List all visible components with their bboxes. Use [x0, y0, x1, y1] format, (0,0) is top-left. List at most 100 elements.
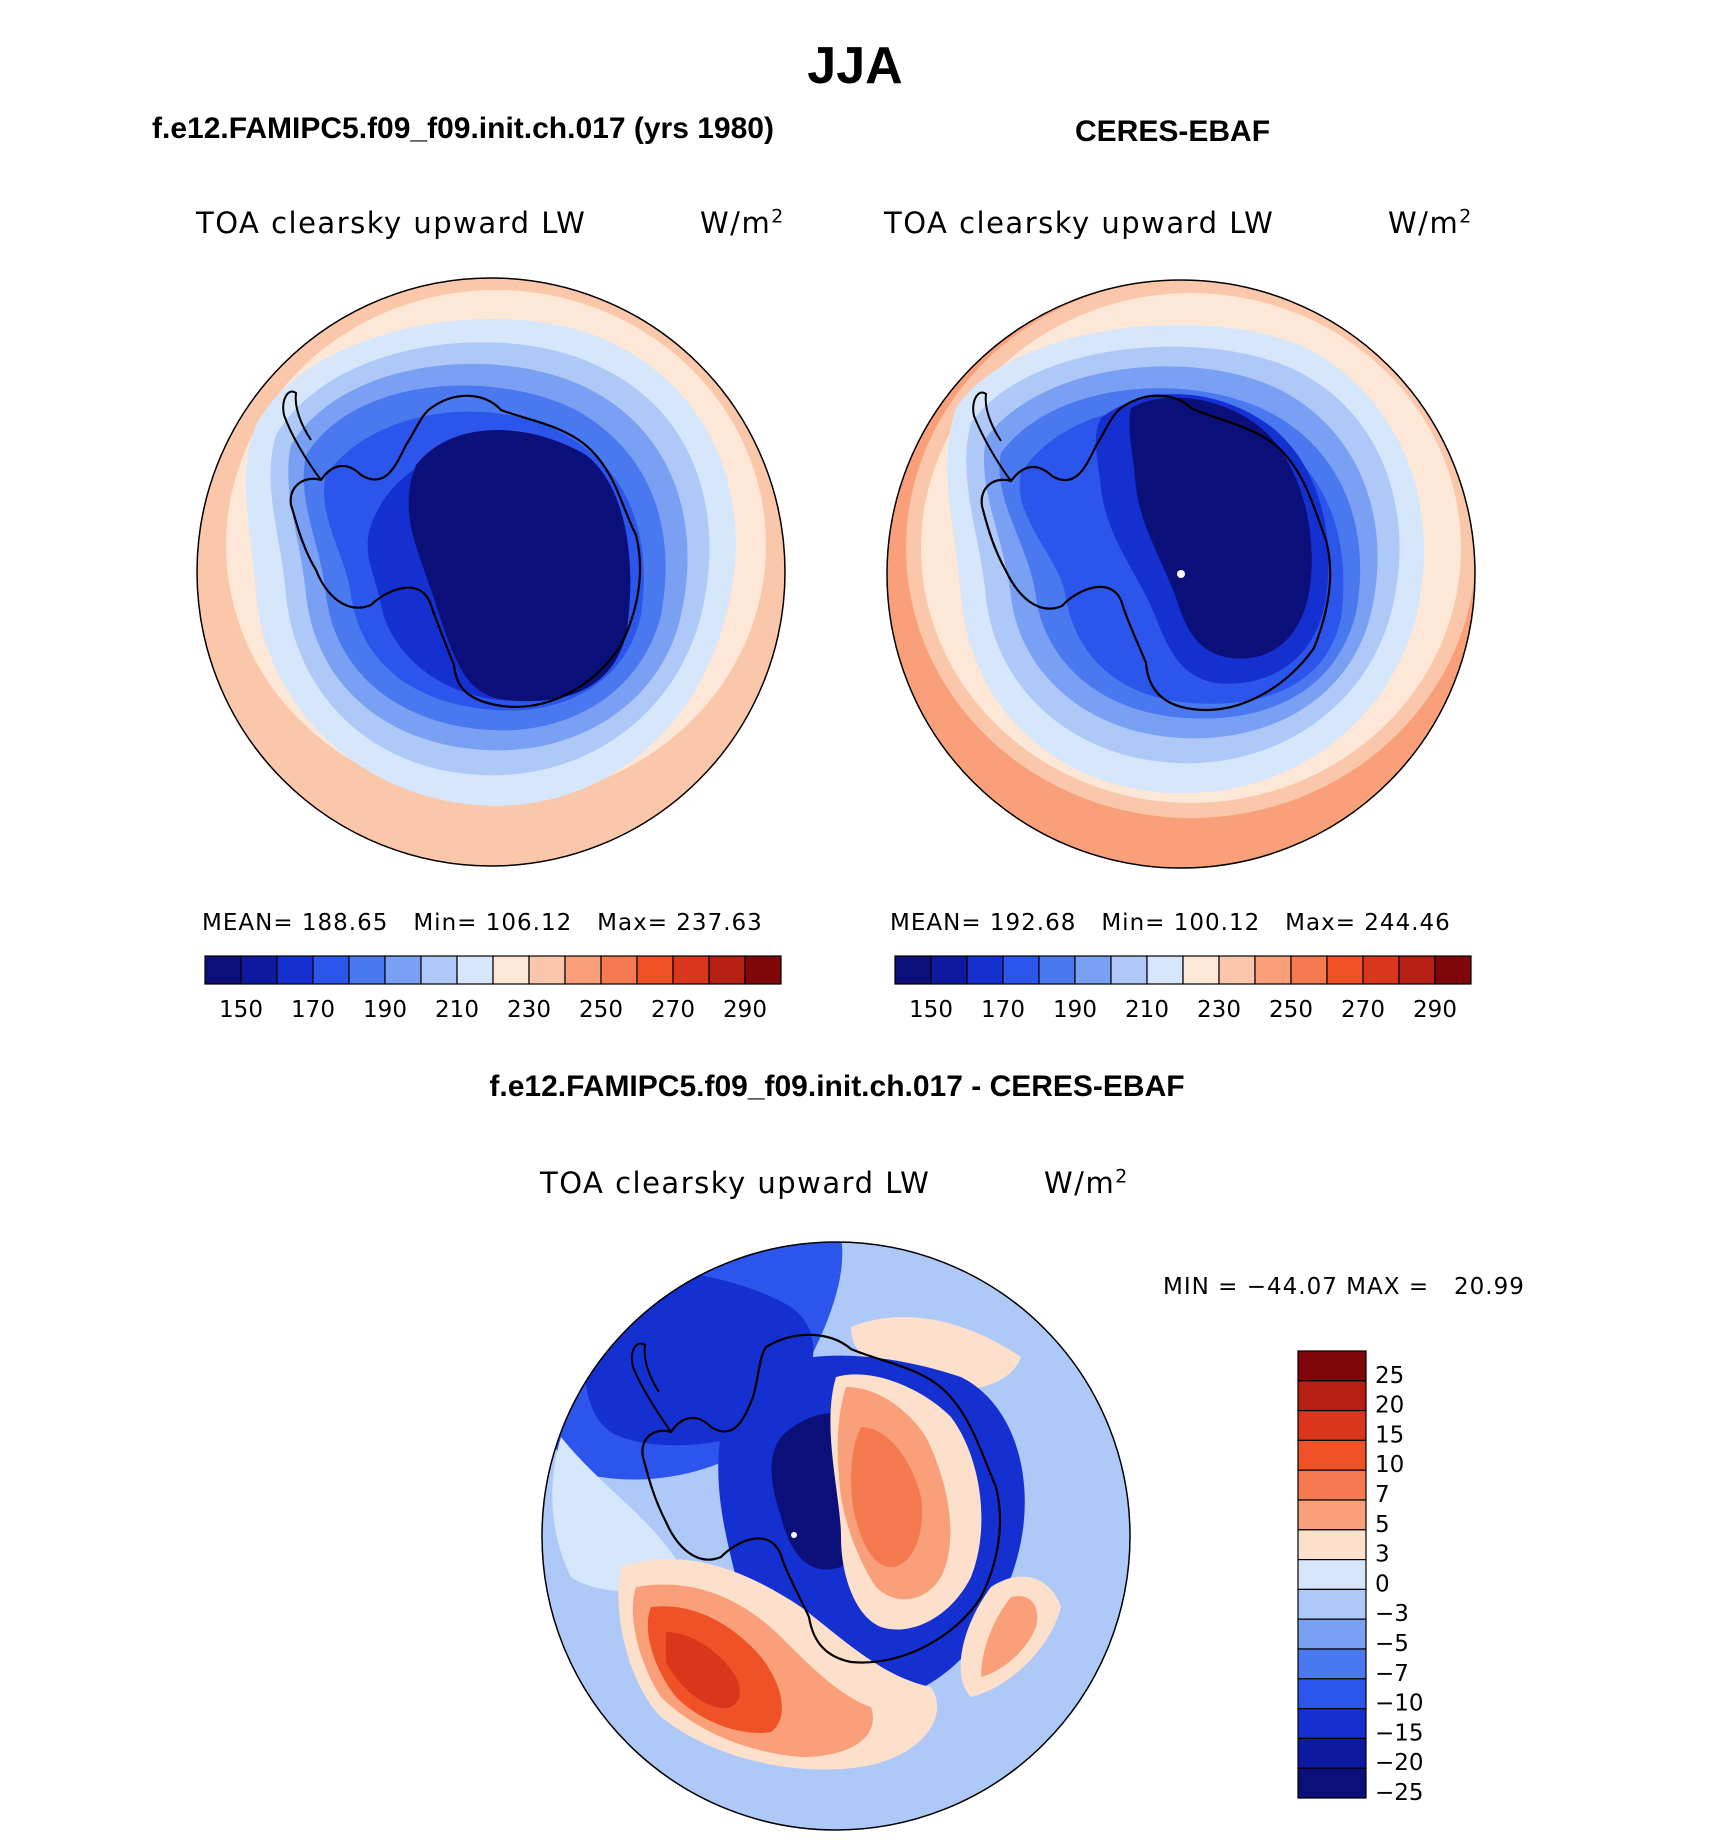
model-stats: MEAN= 188.65 Min= 106.12 Max= 237.63 [202, 910, 763, 936]
diff-colorbar-box [1297, 1439, 1367, 1471]
model-colorbar-box [528, 955, 566, 985]
model-colorbar-box [672, 955, 710, 985]
model-colorbar-box [708, 955, 746, 985]
obs-colorbar-box [930, 955, 968, 985]
diff-colorbar-box [1297, 1767, 1367, 1799]
model-colorbar-box [204, 955, 242, 985]
model-colorbar-box [636, 955, 674, 985]
diff-colorbar-box [1297, 1350, 1367, 1382]
obs-stats: MEAN= 192.68 Min= 100.12 Max= 244.46 [890, 910, 1451, 936]
model-variable-label: TOA clearsky upward LW [196, 206, 587, 240]
diff-units-exponent: 2 [1115, 1166, 1129, 1188]
diff-pole-marker [791, 1532, 797, 1538]
model-units-label: W/m2 [700, 206, 785, 240]
model-colorbar-tick: 270 [651, 997, 695, 1023]
model-colorbar-tick: 210 [435, 997, 479, 1023]
obs-colorbar-tick: 190 [1053, 997, 1097, 1023]
model-colorbar-box [456, 955, 494, 985]
diff-max-value: 20.99 [1454, 1274, 1525, 1300]
diff-colorbar-tick: −7 [1375, 1661, 1409, 1687]
diff-colorbar-tick: 25 [1375, 1363, 1404, 1389]
diff-max-label: MAX = [1346, 1274, 1430, 1300]
model-colorbar-tick: 170 [291, 997, 335, 1023]
diff-units-text: W/m [1044, 1166, 1116, 1200]
diff-colorbar-tick: −25 [1375, 1780, 1424, 1806]
model-panel-title: f.e12.FAMIPC5.f09_f09.init.ch.017 (yrs 1… [152, 112, 774, 145]
model-colorbar-box [312, 955, 350, 985]
model-colorbar-tick: 190 [363, 997, 407, 1023]
model-colorbar-box [744, 955, 782, 985]
model-colorbar-box [492, 955, 530, 985]
model-colorbar: 150 170 190 210 230 250 270 290 [204, 955, 782, 1023]
diff-colorbar-box [1297, 1380, 1367, 1412]
obs-colorbar: 150 170 190 210 230 250 270 290 [894, 955, 1472, 1023]
model-min-value: 106.12 [485, 910, 573, 936]
obs-min-label: Min= [1101, 910, 1166, 936]
obs-panel-title: CERES-EBAF [1075, 115, 1271, 148]
model-antarctic-coastline [289, 394, 642, 708]
obs-colorbar-box [1218, 955, 1256, 985]
obs-colorbar-box [1326, 955, 1364, 985]
diff-units-label: W/m2 [1044, 1166, 1129, 1200]
model-colorbar-box [348, 955, 386, 985]
model-colorbar-box [240, 955, 278, 985]
model-map-border [196, 277, 786, 867]
obs-colorbar-box [1290, 955, 1328, 985]
obs-min-value: 100.12 [1173, 910, 1261, 936]
diff-field-near-zero-west [552, 1437, 681, 1591]
obs-colorbar-box [1110, 955, 1148, 985]
diff-antarctic-coastline [641, 1333, 1002, 1664]
model-polar-map [196, 277, 786, 867]
diff-colorbar-box [1297, 1708, 1367, 1740]
obs-colorbar-box [966, 955, 1004, 985]
obs-field-150 [1129, 397, 1312, 659]
model-mean-value: 188.65 [301, 910, 389, 936]
obs-colorbar-tick: 150 [909, 997, 953, 1023]
diff-colorbar-box [1297, 1678, 1367, 1710]
obs-units-exponent: 2 [1459, 206, 1473, 228]
diff-variable-label: TOA clearsky upward LW [540, 1166, 931, 1200]
model-colorbar-tick: 230 [507, 997, 551, 1023]
diff-stats: MIN = −44.07 MAX = 20.99 [1163, 1274, 1525, 1300]
model-mean-label: MEAN= [202, 910, 294, 936]
obs-colorbar-tick: 270 [1341, 997, 1385, 1023]
diff-field-pos-plateau-core [851, 1427, 922, 1567]
obs-antarctic-coastline [980, 394, 1332, 711]
diff-antarctic-peninsula [630, 1342, 672, 1433]
diff-colorbar-tick: 10 [1375, 1452, 1404, 1478]
diff-polar-map [541, 1241, 1131, 1831]
obs-mean-label: MEAN= [890, 910, 982, 936]
diff-colorbar-tick: −15 [1375, 1720, 1424, 1746]
obs-colorbar-tick: 210 [1125, 997, 1169, 1023]
obs-colorbar-box [1002, 955, 1040, 985]
diff-colorbar-tick: −10 [1375, 1691, 1424, 1717]
diff-colorbar: 25 20 15 10 7 5 3 0 −3 −5 −7 −10 −15 −20 −25 [1297, 1350, 1424, 1806]
diff-min-value: −44.07 [1246, 1274, 1338, 1300]
diff-colorbar-tick: 7 [1375, 1482, 1390, 1508]
diff-colorbar-tick: 5 [1375, 1512, 1390, 1538]
model-colorbar-box [384, 955, 422, 985]
obs-units-label: W/m2 [1388, 206, 1473, 240]
obs-map-border [886, 279, 1476, 869]
model-colorbar-tick: 290 [723, 997, 767, 1023]
model-colorbar-tick: 150 [219, 997, 263, 1023]
model-min-label: Min= [413, 910, 478, 936]
model-colorbar-box [420, 955, 458, 985]
obs-max-value: 244.46 [1364, 910, 1451, 936]
figure-title: JJA [807, 37, 903, 95]
diff-colorbar-tick: 15 [1375, 1422, 1404, 1448]
obs-colorbar-box [1146, 955, 1184, 985]
diff-colorbar-box [1297, 1499, 1367, 1531]
obs-colorbar-box [1038, 955, 1076, 985]
obs-mean-value: 192.68 [989, 910, 1077, 936]
diff-min-label: MIN = [1163, 1274, 1239, 1300]
diff-colorbar-tick: 3 [1375, 1542, 1390, 1568]
model-colorbar-tick: 250 [579, 997, 623, 1023]
diff-colorbar-box [1297, 1737, 1367, 1769]
obs-units-text: W/m [1388, 206, 1460, 240]
diff-field-pos-east-core [981, 1596, 1038, 1677]
model-colorbar-box [276, 955, 314, 985]
model-max-label: Max= [597, 910, 668, 936]
obs-colorbar-box [1182, 955, 1220, 985]
obs-colorbar-box [1254, 955, 1292, 985]
